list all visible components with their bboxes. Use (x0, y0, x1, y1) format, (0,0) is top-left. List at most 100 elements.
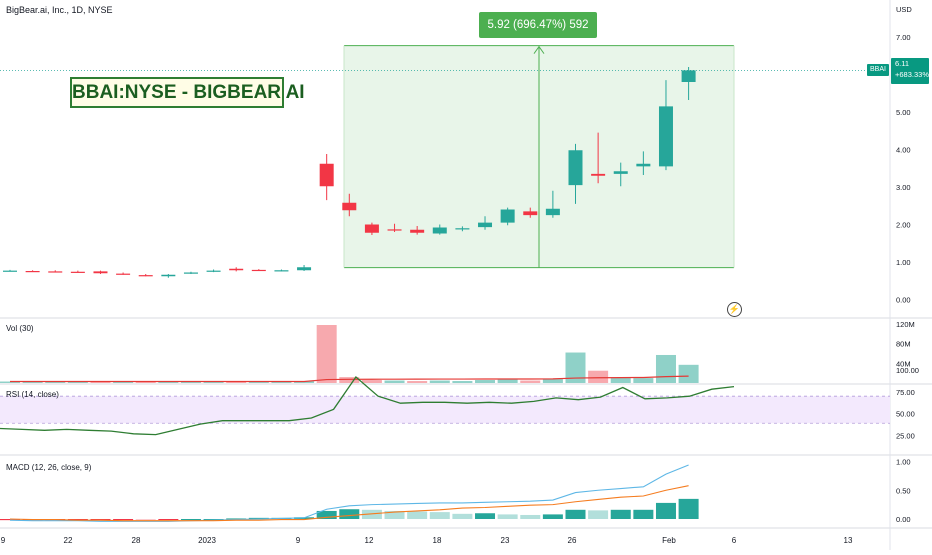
volume-bar-23 (520, 380, 541, 383)
volume-bar-21 (475, 380, 496, 383)
macd-hist-bar-0 (0, 519, 20, 521)
candle-body-9 (206, 270, 221, 272)
measure-label: 5.92 (696.47%) 592 (479, 12, 597, 38)
macd-hist-bar-5 (113, 519, 134, 521)
candle-body-18 (410, 229, 425, 233)
candle-body-8 (183, 272, 198, 274)
macd-axis-tick-1: 0.50 (896, 486, 911, 495)
volume-bar-8 (180, 381, 201, 383)
title-banner: BBAI:NYSE - BIGBEAR AI (70, 77, 305, 108)
time-axis-tick-0: 9 (1, 536, 6, 545)
volume-bar-5 (113, 381, 134, 383)
candle-body-16 (364, 224, 379, 233)
volume-bar-28 (633, 378, 654, 383)
rsi-axis-tick-0: 25.00 (896, 432, 915, 441)
volume-bar-4 (90, 381, 111, 383)
candle-body-2 (48, 271, 63, 273)
candle-body-21 (478, 222, 493, 228)
volume-bar-30 (678, 364, 699, 383)
candle-body-27 (613, 171, 628, 174)
macd-hist-bar-3 (67, 519, 88, 521)
macd-hist-bar-15 (339, 509, 360, 519)
price-tag-symbol: BBAI (867, 64, 889, 76)
flash-icon[interactable]: ⚡ (727, 302, 742, 317)
time-axis-tick-3: 2023 (198, 536, 216, 545)
candle-body-7 (161, 274, 176, 277)
symbol-header: BigBear.ai, Inc., 1D, NYSE (6, 5, 113, 15)
time-axis-tick-8: 26 (568, 536, 577, 545)
rsi-axis-tick-2: 75.00 (896, 388, 915, 397)
candle-body-19 (432, 227, 447, 234)
macd-hist-bar-19 (429, 512, 450, 519)
volume-bar-11 (248, 381, 269, 383)
volume-axis-tick-1: 80M (896, 340, 911, 349)
price-axis-tick-4: 4.00 (896, 146, 911, 155)
volume-bar-18 (407, 381, 428, 383)
volume-bar-10 (226, 381, 247, 383)
macd-hist-bar-25 (565, 509, 586, 519)
currency-label: USD (896, 5, 912, 14)
volume-bar-15 (339, 377, 360, 383)
price-tag-price: 6.11 (895, 59, 910, 68)
volume-bar-3 (67, 381, 88, 383)
macd-hist-bar-17 (384, 510, 405, 519)
macd-hist-bar-23 (520, 514, 541, 519)
macd-hist-bar-6 (135, 519, 156, 520)
macd-hist-bar-10 (226, 518, 247, 520)
macd-hist-bar-14 (316, 510, 337, 519)
candle-body-23 (523, 211, 538, 216)
candle-body-5 (116, 273, 131, 275)
rsi-axis-tick-3: 100.00 (896, 366, 919, 375)
macd-hist-bar-26 (588, 510, 609, 519)
price-axis-tick-0: 0.00 (896, 296, 911, 305)
volume-bar-25 (565, 352, 586, 383)
volume-bar-17 (384, 380, 405, 383)
candle-body-24 (545, 208, 560, 216)
candle-body-6 (138, 275, 153, 277)
candle-body-29 (658, 106, 673, 167)
volume-bar-7 (158, 381, 179, 383)
time-axis-tick-11: 13 (844, 536, 853, 545)
candle-body-22 (500, 209, 515, 223)
time-axis-tick-7: 23 (501, 536, 510, 545)
candle-body-10 (229, 268, 244, 271)
rsi-band-fill (0, 396, 890, 424)
volume-bar-16 (361, 380, 382, 383)
candle-body-13 (297, 267, 312, 271)
candle-body-15 (342, 202, 357, 211)
candle-body-11 (251, 269, 266, 272)
macd-hist-bar-16 (361, 509, 382, 519)
candle-body-12 (274, 270, 289, 272)
rsi-axis-tick-1: 50.00 (896, 410, 915, 419)
macd-hist-bar-22 (497, 514, 518, 519)
price-axis-tick-1: 1.00 (896, 258, 911, 267)
volume-bar-14 (316, 325, 337, 383)
macd-axis-tick-2: 1.00 (896, 458, 911, 467)
macd-hist-bar-9 (203, 519, 224, 520)
price-axis-tick-2: 2.00 (896, 221, 911, 230)
macd-hist-bar-8 (180, 519, 201, 520)
rsi-pane-label: RSI (14, close) (6, 390, 59, 399)
macd-axis-tick-0: 0.00 (896, 515, 911, 524)
macd-hist-bar-7 (158, 519, 179, 520)
macd-hist-bar-11 (248, 517, 269, 519)
volume-ma-line (10, 375, 689, 383)
volume-bar-0 (0, 381, 20, 383)
volume-pane-label: Vol (30) (6, 324, 34, 333)
candle-body-28 (636, 163, 651, 167)
macd-hist-bar-29 (655, 502, 676, 519)
volume-bar-27 (610, 377, 631, 383)
volume-bar-29 (655, 354, 676, 383)
macd-hist-bar-28 (633, 509, 654, 519)
volume-bar-22 (497, 379, 518, 383)
time-axis-tick-5: 12 (365, 536, 374, 545)
macd-hist-bar-20 (452, 513, 473, 519)
macd-pane-label: MACD (12, 26, close, 9) (6, 463, 92, 472)
candle-body-0 (3, 270, 17, 272)
candle-body-30 (681, 70, 696, 82)
time-axis-tick-9: Feb (662, 536, 676, 545)
rsi-line (0, 376, 735, 436)
volume-bar-26 (588, 370, 609, 383)
volume-bar-19 (429, 380, 450, 383)
